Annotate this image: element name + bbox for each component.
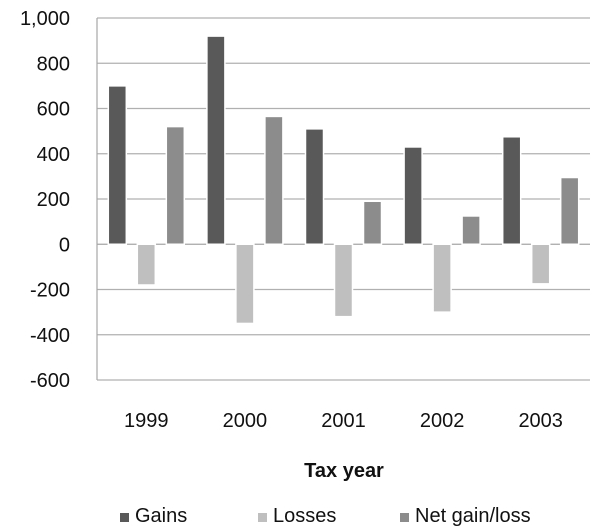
legend-label: Net gain/loss xyxy=(415,505,531,527)
y-tick-label: 0 xyxy=(59,234,70,256)
x-tick-label: 1999 xyxy=(124,410,169,432)
bar-gains-2000 xyxy=(206,35,226,245)
legend: Gains Losses Net gain/loss xyxy=(120,505,531,527)
y-tick-label: -200 xyxy=(30,280,70,302)
y-tick-label: 800 xyxy=(37,53,70,75)
axes: -600 -400 -200 0 200 400 600 800 1,000 1999 2000 20… xyxy=(20,8,563,432)
y-tick-label: 200 xyxy=(37,189,70,211)
legend-swatch xyxy=(120,513,129,522)
bar-losses-2000 xyxy=(235,243,255,325)
x-axis-title: Tax year xyxy=(304,460,384,482)
x-tick-label: 2001 xyxy=(321,410,366,432)
y-tick-label: -400 xyxy=(30,325,70,347)
x-tick-label: 2003 xyxy=(518,410,563,432)
bar-net-gain-loss-2000 xyxy=(264,115,284,245)
legend-label: Losses xyxy=(273,505,336,527)
x-tick-label: 2000 xyxy=(223,410,268,432)
bar-gains-2002 xyxy=(403,146,423,245)
bar-gains-1999 xyxy=(107,85,128,245)
bar-losses-1999 xyxy=(136,243,157,286)
bar-losses-2003 xyxy=(530,243,551,285)
bar-net-gain-loss-2002 xyxy=(461,215,481,245)
y-tick-label: 600 xyxy=(37,99,70,121)
bar-net-gain-loss-2001 xyxy=(362,200,383,245)
bar-net-gain-loss-1999 xyxy=(165,125,186,245)
y-tick-label: 400 xyxy=(37,144,70,166)
legend-swatch xyxy=(258,513,267,522)
bar-gains-2003 xyxy=(501,136,522,245)
bar-gains-2001 xyxy=(304,128,325,245)
legend-swatch xyxy=(400,513,409,522)
y-tick-label: -600 xyxy=(30,370,70,392)
bar-losses-2002 xyxy=(432,243,452,313)
legend-label: Gains xyxy=(135,505,187,527)
x-tick-label: 2002 xyxy=(420,410,465,432)
bar-net-gain-loss-2003 xyxy=(559,176,580,246)
bar-losses-2001 xyxy=(333,243,354,318)
bars xyxy=(107,35,580,325)
y-tick-label: 1,000 xyxy=(20,8,70,30)
